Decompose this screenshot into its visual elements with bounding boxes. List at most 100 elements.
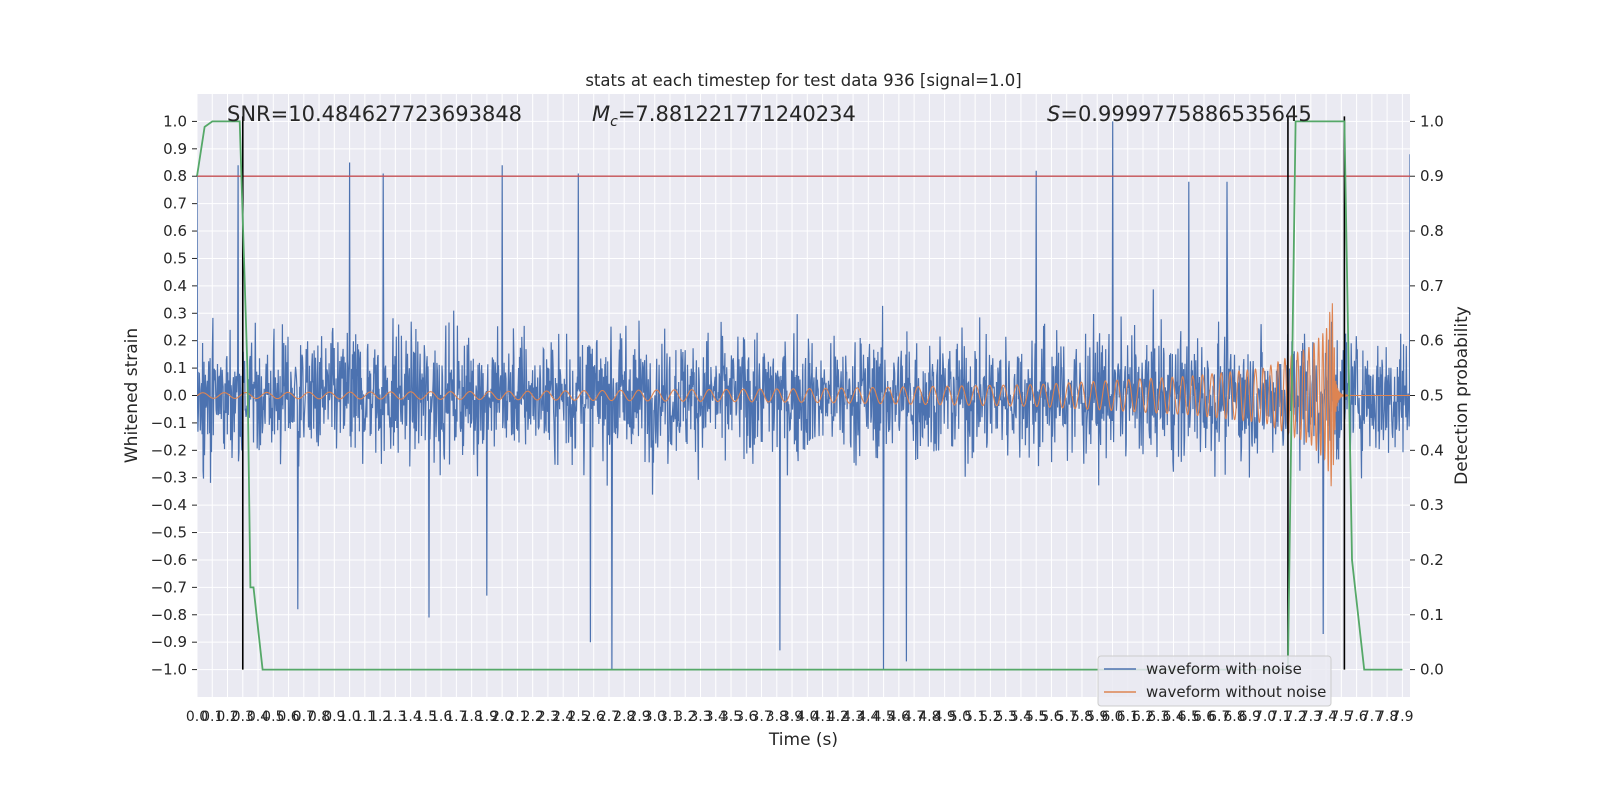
x-tick-label: 3.0 [644,709,666,725]
x-axis-label: Time (s) [768,730,838,750]
y2-tick-label: 0.0 [1420,661,1444,679]
series-waveform-with-noise [197,121,1410,670]
y-tick-label: −0.6 [151,551,187,569]
x-tick-label: 3.1 [659,709,681,725]
x-tick-label: 6.9 [1239,709,1261,725]
y-tick-label: −0.7 [151,578,187,596]
x-tick-label: 0.0 [186,709,208,725]
x-tick-label: 1.1 [354,709,376,725]
y-tick-label: −0.3 [151,469,187,487]
legend: waveform with noise waveform without noi… [1097,655,1332,707]
x-tick-label: 0.6 [277,709,299,725]
x-tick-label: 3.6 [735,709,757,725]
y-tick-label: −1.0 [151,661,187,679]
x-tick-label: 5.8 [1071,709,1093,725]
x-tick-label: 5.2 [979,709,1001,725]
y-tick-label: −0.9 [151,633,187,651]
x-tick-label: 5.1 [964,709,986,725]
x-tick-label: 6.7 [1208,709,1230,725]
y-tick-label: −0.4 [151,496,187,514]
chart-title: stats at each timestep for test data 936… [585,71,1021,90]
x-tick-label: 4.8 [918,709,940,725]
x-tick-label: 2.6 [583,709,605,725]
y-tick-label: −0.2 [151,441,187,459]
x-tick-label: 5.0 [949,709,971,725]
y-tick-label: 0.4 [163,277,187,295]
y2-tick-label: 0.1 [1420,606,1444,624]
x-tick-label: 1.8 [461,709,483,725]
x-tick-label: 3.8 [766,709,788,725]
x-tick-label: 4.7 [903,709,925,725]
x-tick-label: 2.7 [598,709,620,725]
x-tick-label: 3.9 [781,709,803,725]
x-tick-label: 0.4 [247,709,269,725]
x-tick-label: 3.4 [705,709,727,725]
y2-tick-label: 0.5 [1420,387,1444,405]
x-tick-label: 2.0 [491,709,513,725]
y2-tick-label: 0.7 [1420,277,1444,295]
series-detection-probability [196,120,1403,671]
chirp-mass-symbol: M [592,102,610,126]
y-axis-label: Whitened strain [122,328,142,463]
y-tick-label: −0.1 [151,414,187,432]
chirp-mass-annotation: Mc=7.881221771240234 [592,102,856,130]
x-tick-label: 4.4 [857,709,879,725]
x-tick-label: 0.8 [308,709,330,725]
s-value: =0.9999775886535645 [1060,102,1311,126]
y2-tick-label: 0.4 [1420,441,1444,459]
y2-tick-label: 0.9 [1420,167,1444,185]
x-tick-label: 1.9 [476,709,498,725]
x-tick-label: 2.9 [628,709,650,725]
y2-tick-label: 1.0 [1420,112,1444,130]
y-tick-label: 0.3 [163,304,187,322]
legend-label-noisy: waveform with noise [1146,660,1302,678]
chirp-mass-subscript: c [610,114,618,130]
y-tick-label: 0.8 [163,167,187,185]
x-tick-label: 6.6 [1193,709,1215,725]
x-tick-label: 7.3 [1300,709,1322,725]
x-tick-label: 1.7 [445,709,467,725]
x-tick-label: 5.3 [995,709,1017,725]
y-tick-label: 0.5 [163,249,187,267]
x-tick-label: 4.5 [872,709,894,725]
x-tick-label: 7.8 [1376,709,1398,725]
x-tick-label: 7.6 [1345,709,1367,725]
s-symbol: S [1047,102,1060,126]
x-tick-label: 7.0 [1254,709,1276,725]
x-tick-label: 7.2 [1284,709,1306,725]
y-tick-label: −0.5 [151,524,187,542]
x-tick-label: 0.7 [293,709,315,725]
x-tick-label: 1.2 [369,709,391,725]
x-tick-label: 4.3 [842,709,864,725]
x-tick-label: 0.5 [262,709,284,725]
y-tick-label: 1.0 [163,112,187,130]
x-tick-label: 3.5 [720,709,742,725]
x-tick-label: 1.6 [430,709,452,725]
snr-annotation: SNR=10.484627723693848 [227,102,522,126]
chirp-mass-value: =7.881221771240234 [618,102,856,126]
x-tick-label: 6.4 [1162,709,1184,725]
y-tick-label: 0.6 [163,222,187,240]
x-tick-label: 6.3 [1147,709,1169,725]
x-tick-label: 4.0 [796,709,818,725]
x-tick-label: 7.5 [1330,709,1352,725]
y2-tick-label: 0.8 [1420,222,1444,240]
x-tick-label: 1.3 [384,709,406,725]
legend-box [1097,655,1332,707]
legend-label-clean: waveform without noise [1146,683,1326,701]
x-tick-label: 7.1 [1269,709,1291,725]
x-tick-label: 6.1 [1117,709,1139,725]
x-tick-label: 3.2 [674,709,696,725]
plot-area: −1.0 −0.9 −0.8 −0.7 −0.6 −0.5 −0.4 −0.3 −0.2 −0.1… [151,94,1444,725]
x-tick-label: 3.3 [689,709,711,725]
y-tick-label: 0.0 [163,387,187,405]
y-tick-label: −0.8 [151,606,187,624]
x-tick-label: 2.8 [613,709,635,725]
x-tick-label: 6.5 [1178,709,1200,725]
y-tick-label: 0.2 [163,332,187,350]
x-tick-label: 5.5 [1025,709,1047,725]
x-tick-label: 2.4 [552,709,574,725]
x-tick-label: 6.8 [1223,709,1245,725]
x-tick-label: 5.4 [1010,709,1032,725]
